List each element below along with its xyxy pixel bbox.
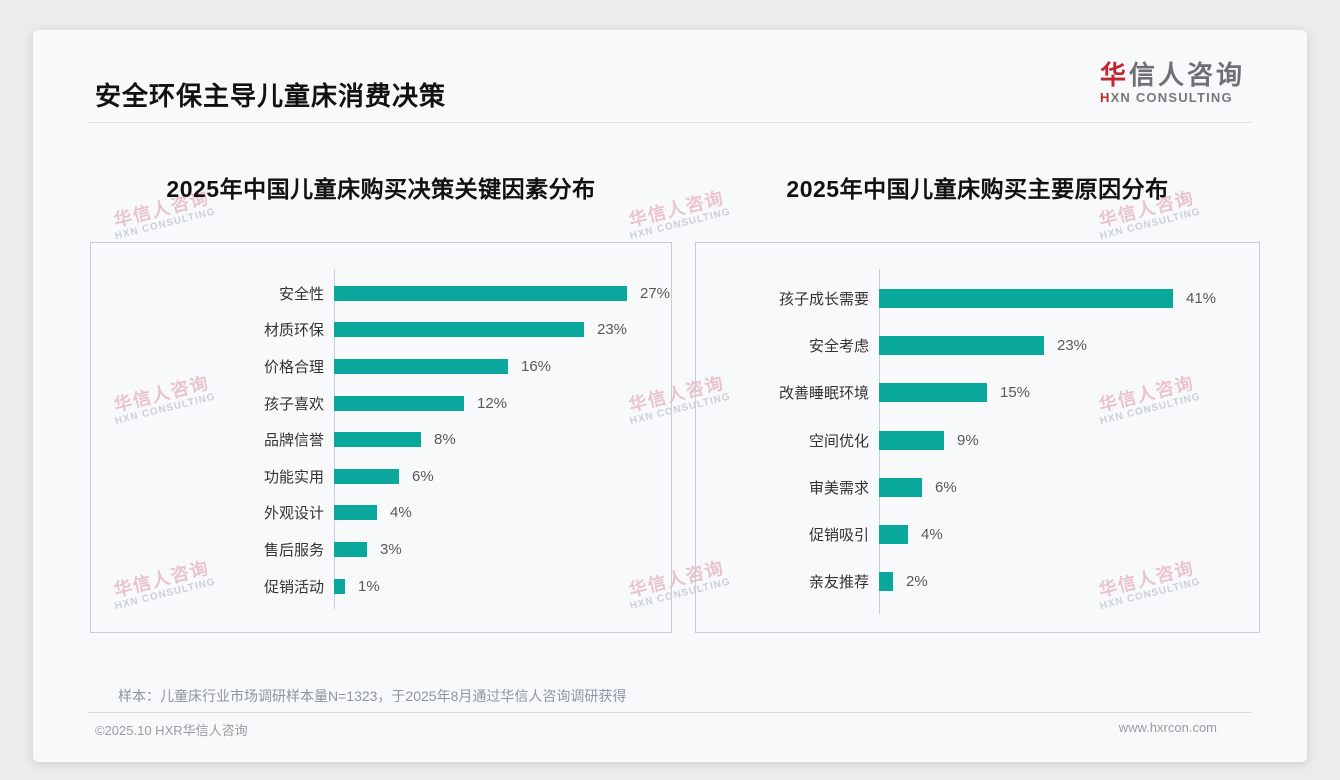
watermark-english-text: HXN CONSULTING [113,206,217,243]
value-label: 8% [434,431,456,449]
category-label: 促销吸引 [808,527,869,545]
watermark-english-text: HXN CONSULTING [1098,206,1202,243]
logo-english-text: HXN CONSULTING [1100,90,1245,106]
header-divider [88,122,1252,123]
value-label: 6% [935,478,957,496]
value-label: 23% [1057,337,1088,355]
logo-accent-char: 华 [1099,60,1129,90]
bar [334,541,367,557]
bar-row: 安全性 27% [91,275,671,312]
logo-en-accent: H [1099,90,1111,105]
bar [334,505,377,521]
left-chart-panel: 安全性 27% 材质环保 23% 价格合理 16% 孩子喜欢 12% 品牌信誉 8% 功能实用 6% 外… [90,242,672,633]
copyright-text: ©2025.10 HXR华信人咨询 [95,723,248,738]
category-label: 外观设计 [263,505,324,523]
report-card: 华信人咨询 HXN CONSULTING 华信人咨询 HXN CONSULTING 华信… [33,30,1307,762]
bar [879,525,908,545]
category-label: 品牌信誉 [263,432,324,450]
right-chart-title: 2025年中国儿童床购买主要原因分布 [786,176,1169,202]
website-url: www.hxrcon.com [1118,720,1217,735]
value-label: 16% [521,357,552,375]
bar-row: 孩子喜欢 12% [91,385,671,422]
bar [334,285,627,301]
category-label: 安全性 [278,285,324,303]
bar [334,322,584,338]
category-label: 亲友推荐 [808,574,869,592]
bar-row: 外观设计 4% [91,495,671,532]
bar-row: 材质环保 23% [91,312,671,349]
value-label: 15% [1000,384,1031,402]
bar-row: 安全考虑 23% [696,322,1259,369]
watermark-english-text: HXN CONSULTING [628,206,732,243]
category-label: 孩子成长需要 [778,291,869,309]
logo-rest-chars: 信人咨询 [1128,60,1245,90]
left-chart-title: 2025年中国儿童床购买决策关键因素分布 [166,176,596,202]
bar-row: 亲友推荐 2% [696,558,1259,605]
category-label: 材质环保 [263,322,324,340]
bar-row: 孩子成长需要 41% [696,275,1259,322]
value-label: 3% [380,540,402,558]
bar-row: 改善睡眠环境 15% [696,369,1259,416]
bar [879,336,1044,356]
bar-row: 审美需求 6% [696,464,1259,511]
bar [334,432,421,448]
category-label: 价格合理 [263,358,324,376]
bar [334,395,464,411]
category-label: 售后服务 [263,541,324,559]
logo-chinese-text: 华信人咨询 [1100,60,1245,90]
value-label: 27% [640,284,671,302]
value-label: 4% [390,504,412,522]
right-chart-panel: 孩子成长需要 41% 安全考虑 23% 改善睡眠环境 15% 空间优化 9% 审美需求 6% 促销吸… [695,242,1260,633]
value-label: 6% [412,467,434,485]
bar-row: 价格合理 16% [91,348,671,385]
sample-note: 样本：儿童床行业市场调研样本量N=1323，于2025年8月通过华信人咨询调研获… [118,688,627,704]
value-label: 9% [957,431,979,449]
value-label: 12% [477,394,508,412]
page-title: 安全环保主导儿童床消费决策 [95,81,447,111]
bar-row: 促销活动 1% [91,568,671,605]
bar [879,383,987,403]
value-label: 2% [906,573,928,591]
category-label: 功能实用 [263,468,324,486]
value-label: 4% [921,526,943,544]
category-label: 安全考虑 [808,338,869,356]
value-label: 1% [358,577,380,595]
bar [334,358,508,374]
value-label: 23% [597,321,628,339]
bar-row: 促销吸引 4% [696,511,1259,558]
company-logo: 华信人咨询 HXN CONSULTING [1100,60,1245,106]
value-label: 41% [1186,290,1217,308]
category-label: 孩子喜欢 [263,395,324,413]
bar [879,477,922,497]
bar [334,578,345,594]
logo-en-rest: XN CONSULTING [1110,90,1233,105]
bar-row: 空间优化 9% [696,417,1259,464]
category-label: 促销活动 [263,578,324,596]
bar [334,468,399,484]
category-label: 审美需求 [808,479,869,497]
bar-row: 品牌信誉 8% [91,421,671,458]
bar [879,430,944,450]
bar-row: 功能实用 6% [91,458,671,495]
category-label: 空间优化 [808,432,869,450]
bar-row: 售后服务 3% [91,531,671,568]
category-label: 改善睡眠环境 [778,385,869,403]
footer-divider [88,712,1252,713]
bar [879,289,1173,309]
bar [879,572,893,592]
